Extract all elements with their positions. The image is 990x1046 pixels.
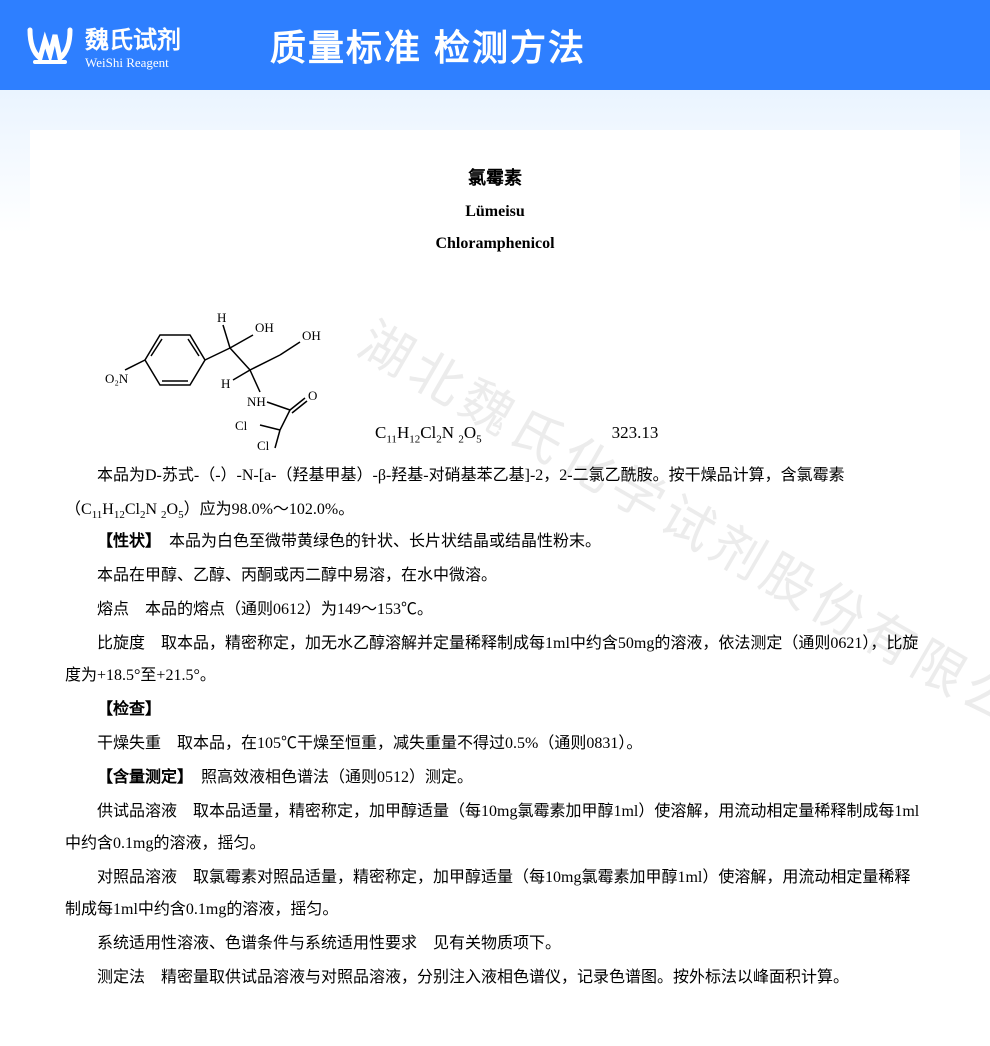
svg-text:OH: OH	[302, 328, 321, 343]
test-solution-para: 供试品溶液 取本品适量，精密称定，加甲醇适量（每10mg氯霉素加甲醇1ml）使溶…	[65, 796, 925, 860]
logo-section: 魏氏试剂 WeiShi Reagent	[0, 20, 230, 71]
svg-text:OH: OH	[255, 320, 274, 335]
svg-text:Cl: Cl	[257, 438, 270, 450]
svg-text:H: H	[221, 376, 230, 391]
solubility-para: 本品在甲醇、乙醇、丙酮或丙二醇中易溶，在水中微溶。	[65, 560, 925, 592]
assay-section: 【含量测定】 照高效液相色谱法（通则0512）测定。	[65, 762, 925, 794]
characteristics-label: 【性状】	[97, 533, 153, 550]
structure-row: O₂N H OH H	[105, 270, 925, 450]
compound-title-pinyin: Lümeisu	[65, 196, 925, 228]
melting-point-para: 熔点 本品的熔点（通则0612）为149～153℃。	[65, 594, 925, 626]
characteristics-para: 【性状】 本品为白色至微带黄绿色的针状、长片状结晶或结晶性粉末。	[65, 526, 925, 558]
method-para: 测定法 精密量取供试品溶液与对照品溶液，分别注入液相色谱仪，记录色谱图。按外标法…	[65, 962, 925, 994]
compound-title-en: Chloramphenicol	[65, 228, 925, 260]
molecular-formula: C11H12Cl2N 2O5	[375, 416, 482, 450]
content-wrapper: 湖北魏氏化学试剂股份有限公司 氯霉素 Lümeisu Chloramphenic…	[0, 90, 990, 1046]
header-title: 质量标准 检测方法	[270, 19, 586, 71]
page-header: 魏氏试剂 WeiShi Reagent 质量标准 检测方法	[0, 0, 990, 90]
molecular-weight: 323.13	[612, 416, 659, 450]
characteristics-text: 本品为白色至微带黄绿色的针状、长片状结晶或结晶性粉末。	[153, 533, 601, 550]
intro-line-2: （C11H12Cl2N 2O5）应为98.0%～102.0%。	[65, 494, 925, 526]
brand-logo-icon	[25, 20, 75, 70]
check-label: 【检查】	[97, 701, 161, 718]
chemical-structure-icon: O₂N H OH H	[105, 270, 335, 450]
svg-text:O₂N: O₂N	[105, 371, 129, 386]
svg-text:O: O	[308, 388, 317, 403]
system-suitability-para: 系统适用性溶液、色谱条件与系统适用性要求 见有关物质项下。	[65, 928, 925, 960]
compound-title-cn: 氯霉素	[65, 160, 925, 196]
logo-name-cn: 魏氏试剂	[85, 20, 181, 55]
assay-text: 照高效液相色谱法（通则0512）测定。	[185, 769, 473, 786]
logo-name-en: WeiShi Reagent	[85, 55, 181, 71]
svg-text:Cl: Cl	[235, 418, 248, 433]
loss-on-drying-para: 干燥失重 取本品，在105℃干燥至恒重，减失重量不得过0.5%（通则0831）。	[65, 728, 925, 760]
reference-solution-para: 对照品溶液 取氯霉素对照品适量，精密称定，加甲醇适量（每10mg氯霉素加甲醇1m…	[65, 862, 925, 926]
svg-text:H: H	[217, 310, 226, 325]
assay-label: 【含量测定】	[97, 769, 185, 786]
svg-text:NH: NH	[247, 394, 266, 409]
check-section: 【检查】	[65, 694, 925, 726]
rotation-para: 比旋度 取本品，精密称定，加无水乙醇溶解并定量稀释制成每1ml中约含50mg的溶…	[65, 628, 925, 692]
logo-text: 魏氏试剂 WeiShi Reagent	[85, 20, 181, 71]
intro-line-1: 本品为D-苏式-（-）-N-[a-（羟基甲基）-β-羟基-对硝基苯乙基]-2，2…	[65, 460, 925, 492]
document-body: 湖北魏氏化学试剂股份有限公司 氯霉素 Lümeisu Chloramphenic…	[30, 130, 960, 1026]
document-content: 氯霉素 Lümeisu Chloramphenicol O₂N	[65, 160, 925, 994]
